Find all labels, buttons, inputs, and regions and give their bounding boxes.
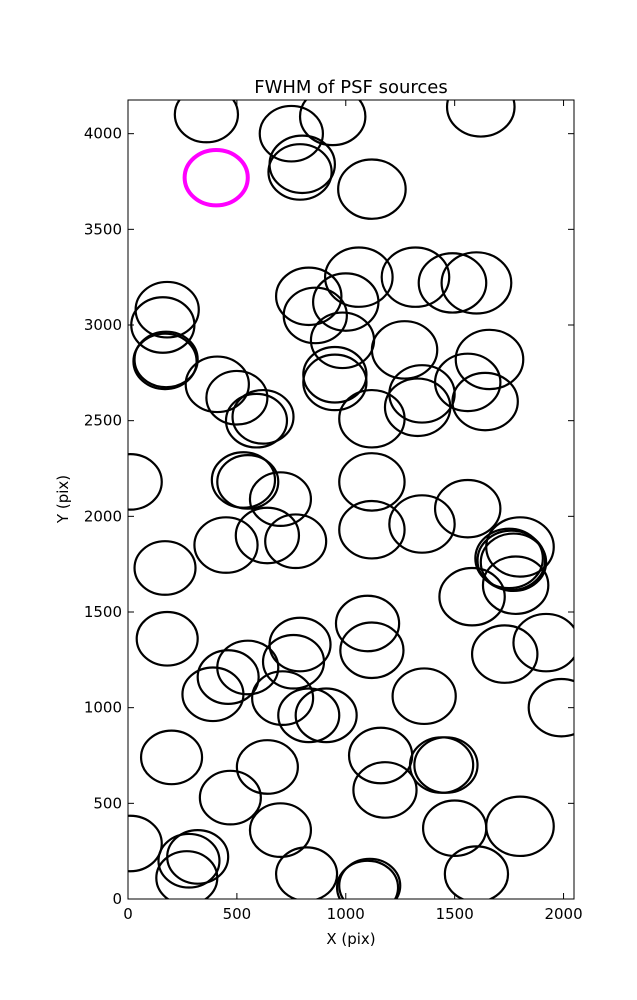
source-circle [282, 286, 348, 345]
source-circle [248, 471, 313, 528]
y-tick-label: 2000 [84, 507, 122, 525]
source-circle [352, 761, 418, 819]
source-circle [139, 729, 204, 786]
source-circle [294, 687, 358, 744]
source-circle [383, 377, 452, 438]
source-circle [334, 594, 401, 653]
source-circle [380, 246, 451, 308]
source-circle [454, 328, 525, 391]
source-circle [258, 104, 325, 163]
chart-title: FWHM of PSF sources [254, 77, 448, 98]
plot-area [128, 100, 574, 899]
source-circle [438, 566, 506, 627]
y-tick-label: 3500 [84, 220, 122, 238]
source-circle [421, 799, 488, 858]
source-circle [248, 802, 313, 859]
source-circle [433, 352, 502, 413]
source-circle [277, 687, 341, 744]
x-tick-label: 0 [123, 905, 133, 923]
source-circle [261, 633, 326, 690]
source-circle [309, 311, 376, 370]
y-tick-label: 2500 [84, 412, 122, 430]
source-circle [413, 736, 479, 794]
source-circle [338, 857, 402, 899]
source-circle [391, 667, 457, 726]
source-circle [173, 100, 240, 144]
y-tick-label: 500 [93, 794, 122, 812]
source-circle [128, 814, 163, 873]
source-circle [485, 795, 555, 858]
source-circle [268, 134, 336, 195]
axes-frame [127, 99, 575, 900]
x-axis-label: X (pix) [326, 930, 375, 948]
source-circle [224, 392, 289, 449]
source-circle [323, 246, 394, 308]
source-circle [128, 453, 163, 511]
source-circle [264, 513, 328, 570]
source-circle [302, 345, 368, 404]
source-circle [445, 100, 516, 138]
source-circle [470, 624, 539, 684]
source-circle [198, 769, 262, 826]
source-circle [474, 527, 544, 590]
source-circle [135, 610, 199, 667]
source-circle [512, 612, 574, 673]
source-circle [193, 516, 259, 574]
source-circle [433, 478, 502, 539]
x-tick-label: 500 [223, 905, 252, 923]
x-tick-label: 1500 [436, 905, 474, 923]
source-circle [337, 158, 407, 220]
x-tick-label: 1000 [327, 905, 365, 923]
source-circle [274, 846, 339, 899]
source-circle [298, 100, 367, 147]
source-circle [157, 832, 221, 889]
source-circle [235, 739, 299, 795]
source-circle [451, 371, 519, 432]
y-tick-label: 1500 [84, 603, 122, 621]
source-circle [133, 540, 197, 596]
source-circle [479, 532, 548, 593]
y-tick-label: 1000 [84, 699, 122, 717]
source-circle [274, 266, 343, 327]
y-axis: 0 500 1000 1500 2000 2500 3000 3500 4000 [84, 125, 574, 908]
x-tick-label: 2000 [544, 905, 582, 923]
source-circle [132, 332, 198, 391]
source-circle [408, 736, 475, 794]
y-axis-label: Y (pix) [54, 475, 72, 524]
source-circle [417, 252, 488, 314]
source-circle [251, 670, 315, 726]
y-tick-label: 4000 [84, 125, 122, 143]
y-tick-label: 0 [112, 890, 122, 908]
source-circle [338, 388, 406, 449]
source-circle [443, 845, 510, 899]
source-circle [134, 280, 200, 339]
source-circle [481, 555, 550, 616]
source-circle [155, 850, 219, 899]
x-axis: 0 500 1000 1500 2000 [123, 100, 583, 923]
source-circle [216, 639, 280, 696]
source-circle [370, 320, 439, 380]
source-circle [196, 649, 260, 705]
source-circle [338, 452, 406, 512]
source-circle [205, 369, 269, 426]
source-circle [339, 621, 405, 680]
source-circle [216, 454, 280, 510]
y-tick-label: 3000 [84, 316, 122, 334]
source-circle [335, 859, 400, 899]
source-circle [440, 251, 513, 315]
source-circle [338, 499, 406, 560]
source-circle [234, 506, 301, 565]
source-circle [267, 143, 333, 201]
highlight-circle [182, 147, 250, 208]
source-circle [181, 666, 245, 723]
source-circle [527, 677, 574, 738]
source-circle [388, 494, 456, 554]
source-circle [231, 388, 295, 445]
source-circle [184, 355, 250, 414]
